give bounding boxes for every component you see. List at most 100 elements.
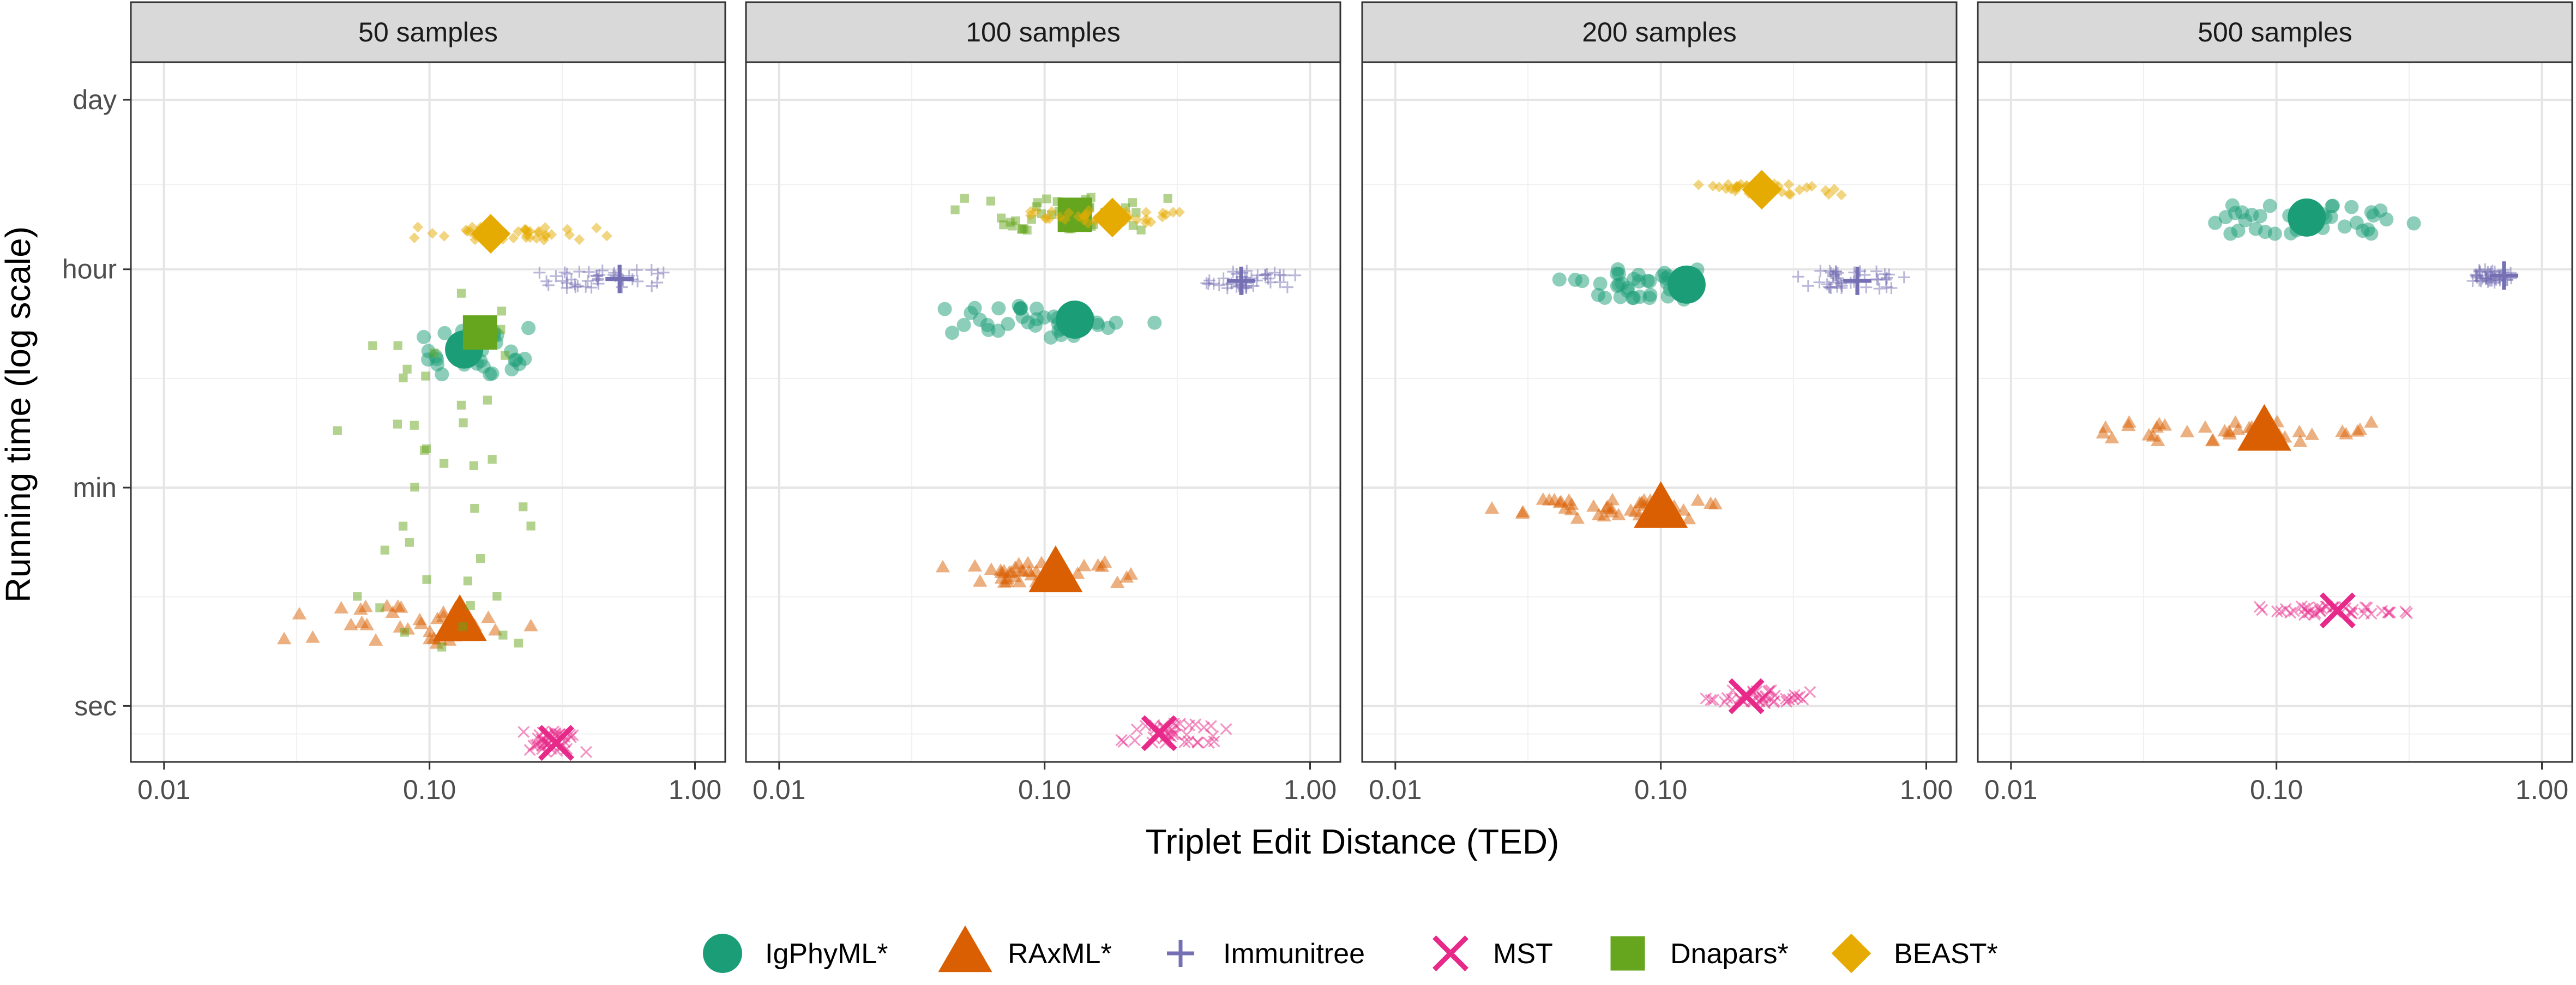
mean-point [1634,481,1688,528]
mean-point [1728,678,1765,714]
data-point [2231,224,2246,238]
data-point [419,446,429,455]
data-point [997,213,1006,223]
data-point [412,221,424,233]
data-point [538,736,551,748]
data-point [1552,272,1567,287]
data-point [533,226,545,237]
data-point [305,630,320,643]
data-point [935,560,950,573]
data-point [1823,189,1834,200]
legend-item-mst: MST [1433,935,1553,971]
mean-point [2237,404,2291,451]
data-point [1783,179,1795,190]
data-point [1012,557,1026,569]
data-point [513,226,524,237]
data-point [1070,566,1085,579]
facet-panel: 200 samples 0.01 0.10 1.00 [1361,1,1958,805]
data-point [601,230,612,242]
data-point [1073,211,1084,222]
data-point [1128,198,1137,207]
data-point [556,275,569,287]
data-point [1604,501,1619,514]
data-point [1690,493,1705,506]
data-point [1128,734,1141,747]
data-point [368,633,383,646]
data-point [1289,269,1302,281]
data-point [2157,418,2172,431]
data-point [481,610,496,623]
mean-point [605,265,634,293]
data-point [521,321,536,335]
data-point [991,301,1006,316]
data-point [1001,316,1015,331]
data-point [2231,422,2246,435]
data-point [353,602,368,615]
data-point [1123,567,1139,580]
data-point [1213,279,1225,292]
data-point [580,746,592,758]
facet-title: 100 samples [966,17,1121,47]
data-point [1558,501,1573,514]
data-point [651,277,664,289]
data-point [1039,212,1051,224]
x-tick-label: 0.01 [753,774,805,805]
series-igphyml [937,298,1162,345]
data-point [1703,496,1718,509]
data-point [2382,606,2394,618]
data-point [527,740,540,752]
data-point [2271,605,2283,618]
data-point [1707,181,1719,192]
data-point [1004,565,1019,578]
data-point [1181,729,1193,741]
panel-border [1977,61,2573,763]
data-point [459,418,468,428]
data-point [1756,692,1768,704]
facet-panel: 50 samples 0.01 0.10 1.00 sec min hour day [62,1,726,805]
data-point [1046,206,1057,217]
data-point [657,266,670,279]
data-point [1804,686,1816,698]
data-point [1006,218,1015,227]
data-point [1082,218,1094,229]
data-point [526,521,535,531]
data-point [2326,199,2340,213]
series-mst [1700,678,1816,714]
mean-point [471,214,511,254]
data-point [466,601,475,610]
data-point [1820,185,1831,196]
panel-border [130,61,726,763]
data-point [1767,696,1780,708]
data-point [1700,692,1712,705]
data-point [645,264,658,277]
data-point [1208,735,1220,748]
data-point [1681,512,1696,525]
data-point [960,194,969,203]
series-dnapars [333,289,535,652]
data-point [546,229,557,240]
data-point [400,628,410,637]
data-point [438,231,450,242]
data-point [2364,415,2379,428]
data-point [380,545,389,555]
legend-item-immunitree: Immunitree [1167,938,1365,970]
data-point [385,605,400,618]
mean-point [1742,170,1782,210]
data-point [631,275,644,287]
data-point [1801,182,1813,193]
data-point [1268,266,1281,279]
data-point [344,617,358,630]
mean-point [1141,715,1177,752]
data-point [1779,693,1792,705]
data-point [2222,427,2237,440]
data-point [430,349,439,358]
data-point [1632,496,1647,509]
data-point [1593,277,1608,291]
data-point [2302,606,2314,618]
data-point [984,562,999,575]
data-point [1735,179,1747,190]
data-point [1642,291,1657,305]
data-point [1713,182,1725,193]
data-point [1834,277,1847,290]
